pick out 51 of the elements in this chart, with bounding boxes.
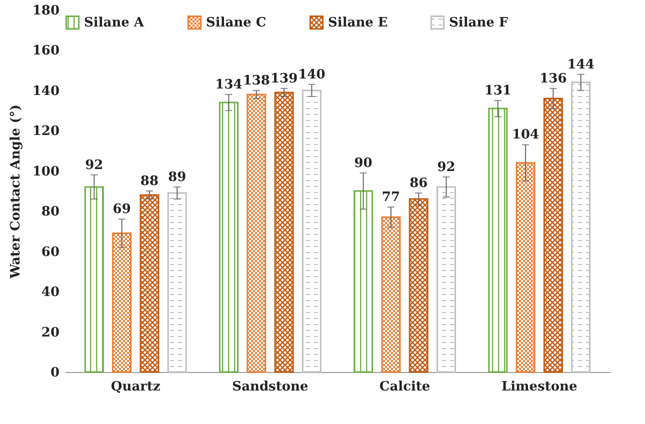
data-label: 131 [484,84,512,98]
y-axis-title: Water Contact Angle (°) [8,104,24,280]
data-label: 88 [140,174,159,189]
y-tick-label: 140 [32,84,60,99]
data-label: 89 [168,170,186,185]
y-tick-label: 180 [32,4,60,18]
data-label: 139 [270,71,298,86]
bar [219,102,238,373]
legend-label: Silane A [84,16,145,31]
data-label: 104 [512,128,540,143]
bar [302,90,322,373]
data-label: 144 [567,57,594,72]
y-tick-label: 80 [41,204,60,220]
x-tick-label: Sandstone [232,380,308,394]
bar [516,162,536,373]
x-tick-label: Calcite [379,380,430,394]
x-tick-label: Quartz [110,380,160,394]
data-label: 77 [382,190,400,206]
bar [488,108,508,373]
data-label: 69 [112,202,131,218]
bar [436,186,456,373]
legend-label: Silane F [449,16,509,31]
bar [543,98,563,373]
y-tick-label: 100 [32,164,60,180]
y-tick-label: 120 [32,124,60,140]
data-label: 136 [540,71,567,86]
y-tick-label: 60 [41,244,60,260]
data-label: 134 [215,77,242,92]
data-label: 92 [437,160,456,175]
bar [381,216,401,373]
data-label: 138 [242,73,270,88]
bar [408,198,428,373]
bar [274,92,294,373]
data-label: 140 [298,67,326,82]
y-tick-label: 20 [41,325,60,340]
bar [246,94,266,373]
legend-label: Silane E [328,16,388,31]
bar [354,190,374,373]
data-label: 86 [410,176,428,192]
y-tick-label: 160 [32,44,60,59]
bar [84,186,104,373]
bar [112,232,132,373]
bar [571,82,591,373]
legend-label: Silane C [206,16,266,31]
bar [140,194,160,373]
x-tick-label: Limestone [501,380,578,394]
data-label: 92 [85,158,104,173]
y-tick-label: 40 [41,285,60,300]
data-label: 90 [354,156,372,171]
bar [167,192,187,373]
y-tick-label: 0 [50,366,60,380]
